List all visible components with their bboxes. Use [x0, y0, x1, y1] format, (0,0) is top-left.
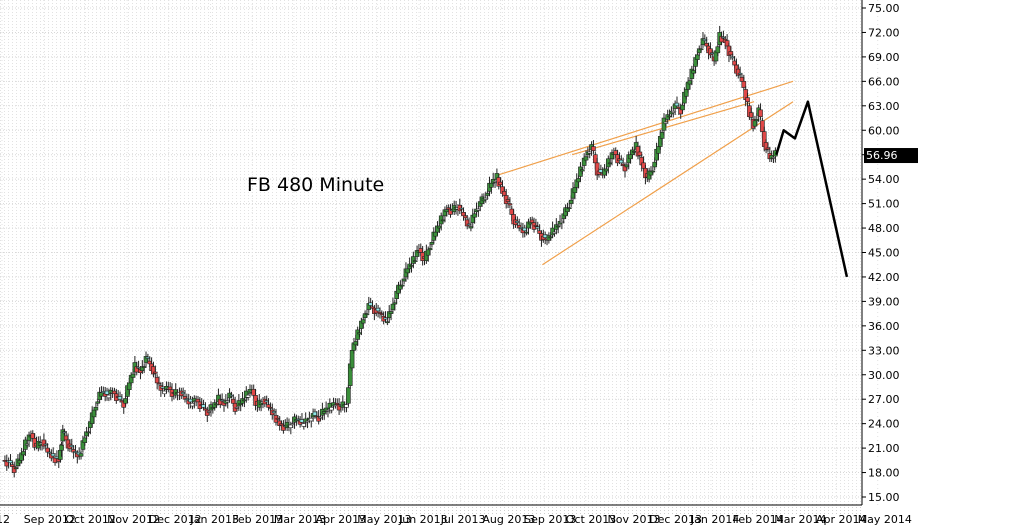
x-tick-label: May 2014 — [858, 513, 912, 526]
x-tick-label: Aug 2013 — [482, 513, 535, 526]
candle-body — [567, 207, 572, 209]
candle-body — [78, 453, 84, 457]
trendline — [542, 101, 794, 266]
y-tick-label: 36.00 — [868, 320, 900, 333]
y-tick-label: 63.00 — [868, 100, 900, 113]
x-tick-label: Jan 2014 — [690, 513, 739, 526]
candle-body — [650, 170, 656, 173]
last-price-tag: 56.96 — [864, 148, 918, 164]
y-tick-label: 39.00 — [868, 295, 900, 308]
x-tick-label: Apr 2014 — [816, 513, 867, 526]
candle-body — [663, 121, 669, 124]
y-tick-label: 24.00 — [868, 418, 900, 431]
x-tick-label: May 2013 — [357, 513, 411, 526]
candle-body — [741, 81, 747, 88]
candle-body — [507, 203, 513, 206]
x-tick-label: Apr 2013 — [316, 513, 367, 526]
plot-grid-texture — [0, 0, 862, 505]
candle-body — [728, 51, 734, 56]
candle-body — [59, 444, 64, 451]
candle-body — [399, 284, 405, 287]
candle-body — [60, 429, 66, 442]
candle-body — [695, 54, 700, 60]
y-tick-label: 51.00 — [868, 198, 900, 211]
candle-body — [69, 445, 75, 448]
y-tick-label: 42.00 — [868, 271, 900, 284]
x-tick-label: 2012 — [0, 513, 10, 526]
x-tick-label: Mar 2013 — [274, 513, 326, 526]
y-tick-label: 60.00 — [868, 124, 900, 137]
y-tick-label: 15.00 — [868, 491, 900, 504]
x-tick-label: Feb 2013 — [232, 513, 283, 526]
y-tick-label: 54.00 — [868, 173, 900, 186]
candle-body — [758, 109, 763, 117]
candle-body — [637, 151, 643, 156]
candlestick-layer — [2, 25, 778, 478]
y-tick-label: 27.00 — [868, 393, 900, 406]
candle-body — [364, 313, 370, 315]
x-tick-label: Dec 2013 — [649, 513, 702, 526]
x-tick-label: Oct 2013 — [566, 513, 617, 526]
candle-body — [360, 319, 366, 324]
x-tick-label: Jul 2013 — [440, 513, 486, 526]
x-tick-label: Jun 2013 — [398, 513, 448, 526]
x-tick-label: Sep 2013 — [524, 513, 576, 526]
candle-body — [472, 213, 477, 218]
y-tick-label: 48.00 — [868, 222, 900, 235]
candle-body — [591, 146, 596, 151]
x-tick-label: Nov 2012 — [107, 513, 160, 526]
y-tick-label: 45.00 — [868, 247, 900, 260]
candle-body — [715, 46, 721, 54]
candle-body — [93, 407, 99, 411]
x-axis-strip — [0, 505, 862, 515]
x-tick-label: Mar 2014 — [774, 513, 826, 526]
candle-body — [680, 104, 685, 111]
candle-body — [483, 197, 489, 200]
y-tick-label: 69.00 — [868, 51, 900, 64]
candle-body — [82, 437, 88, 443]
y-tick-label: 33.00 — [868, 344, 900, 357]
candle-body — [412, 260, 418, 262]
candle-body — [737, 72, 743, 75]
x-tick-label: Feb 2014 — [733, 513, 784, 526]
forecast-line — [775, 100, 849, 278]
x-tick-label: Sep 2012 — [24, 513, 76, 526]
y-tick-label: 18.00 — [868, 467, 900, 480]
forecast-layer — [775, 100, 849, 278]
chart-title: FB 480 Minute — [247, 174, 384, 196]
y-tick-label: 75.00 — [868, 2, 900, 15]
candle-body — [346, 387, 351, 404]
candle-body — [745, 97, 750, 103]
y-tick-label: 30.00 — [868, 369, 900, 382]
y-tick-label: 72.00 — [868, 26, 900, 39]
y-tick-label: 66.00 — [868, 75, 900, 88]
x-tick-label: Jan 2013 — [190, 513, 239, 526]
last-price-tag-background — [864, 148, 918, 164]
candle-body — [153, 371, 158, 374]
candle-body — [427, 248, 433, 251]
y-tick-label: 21.00 — [868, 442, 900, 455]
x-tick-label: Nov 2013 — [608, 513, 661, 526]
candle-body — [130, 373, 136, 378]
candle-body — [583, 156, 589, 161]
candle-body — [580, 169, 585, 172]
candle-body — [698, 48, 704, 51]
x-tick-label: Dec 2012 — [149, 513, 202, 526]
y-axis: 15.00 18.00 21.00 24.00 27.00 30.00 33.00 36.00… — [862, 2, 900, 504]
candle-body — [659, 131, 665, 139]
last-price-tag-text: 56.96 — [866, 149, 898, 162]
x-tick-label: Oct 2012 — [65, 513, 116, 526]
